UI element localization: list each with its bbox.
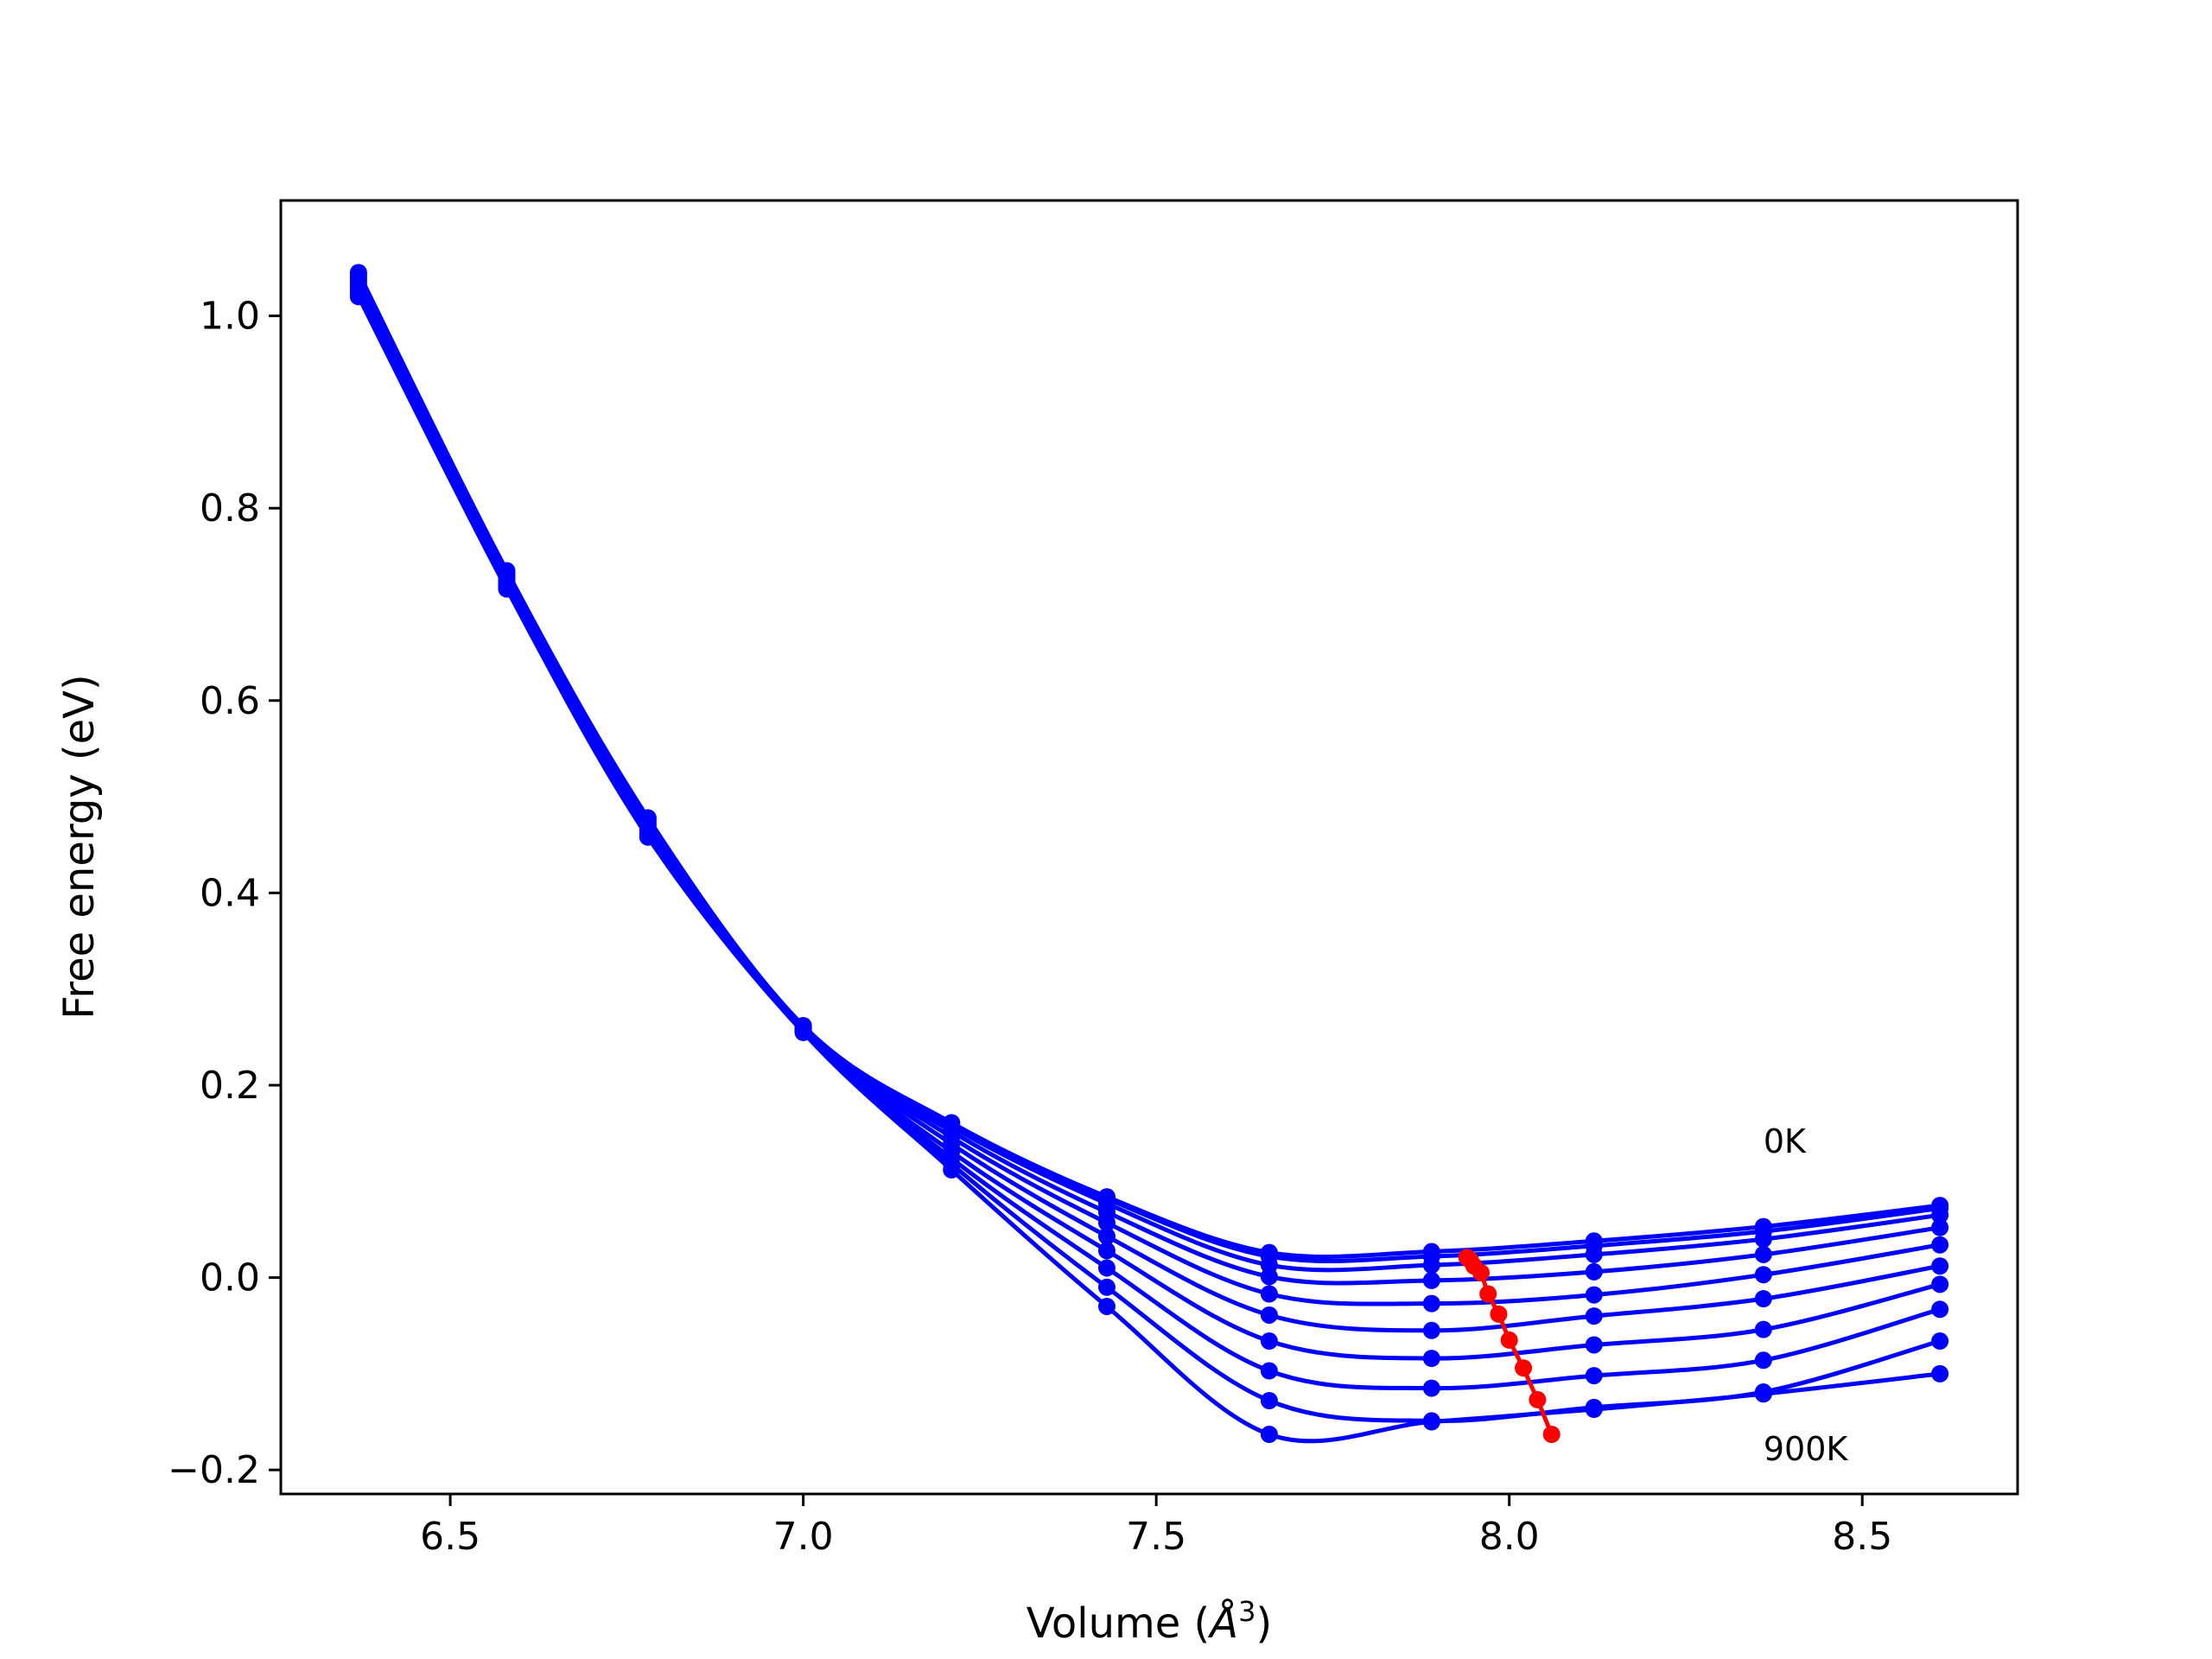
data-point — [1754, 1290, 1772, 1308]
data-point — [1931, 1332, 1949, 1351]
data-point — [943, 1160, 961, 1179]
x-tick-label: 7.5 — [1126, 1515, 1186, 1559]
data-point — [1097, 1227, 1116, 1245]
temperature-annotations: 0K 900K — [1764, 1122, 1849, 1468]
data-point — [1931, 1364, 1949, 1382]
y-axis-label: Free energy (eV) — [55, 674, 104, 1019]
plot-frame — [279, 199, 2019, 1496]
y-tick-label: 0.8 — [200, 486, 260, 531]
x-tick-label: 6.5 — [420, 1515, 480, 1559]
data-point — [1931, 1218, 1949, 1236]
data-point — [1097, 1259, 1116, 1277]
minimum-point — [1479, 1285, 1497, 1303]
data-point — [1260, 1285, 1278, 1303]
x-axis-label: Volume (Å3) — [1027, 1595, 1272, 1648]
data-point — [349, 288, 367, 306]
data-point — [1585, 1307, 1603, 1325]
data-point — [639, 828, 657, 846]
data-point — [1931, 1206, 1949, 1224]
data-point — [1585, 1401, 1603, 1419]
data-point — [1754, 1245, 1772, 1263]
x-axis-ticks: 6.5 7.0 7.5 8.0 8.5 — [420, 1494, 1892, 1559]
x-tick-label: 8.0 — [1479, 1515, 1540, 1559]
y-tick-label: −0.2 — [168, 1448, 260, 1492]
data-point — [794, 1023, 812, 1041]
data-point — [1260, 1268, 1278, 1286]
minimum-point — [1515, 1359, 1533, 1377]
data-point — [1754, 1385, 1772, 1403]
data-point — [1422, 1350, 1440, 1368]
data-points — [349, 264, 1949, 1443]
y-tick-label: 0.6 — [200, 679, 260, 723]
data-point — [1585, 1262, 1603, 1281]
data-point — [1585, 1286, 1603, 1304]
data-point — [1097, 1297, 1116, 1315]
minimum-point — [1500, 1331, 1518, 1349]
data-point — [1754, 1266, 1772, 1284]
fitted-curves — [356, 271, 1941, 1444]
minimum-point — [1472, 1264, 1491, 1282]
x-tick-label: 8.5 — [1832, 1515, 1892, 1559]
data-point — [1585, 1367, 1603, 1385]
minimum-point — [1542, 1425, 1560, 1443]
data-point — [498, 580, 516, 598]
x-tick-label: 7.0 — [773, 1515, 834, 1559]
data-point — [1422, 1321, 1440, 1339]
data-point — [1931, 1236, 1949, 1254]
data-point — [1260, 1332, 1278, 1351]
data-point — [1754, 1230, 1772, 1249]
series-curve-9 — [356, 296, 1941, 1444]
y-tick-label: 1.0 — [200, 295, 260, 339]
data-point — [1260, 1306, 1278, 1324]
minimum-point — [1490, 1305, 1508, 1323]
data-point — [1097, 1214, 1116, 1232]
data-point — [1422, 1294, 1440, 1313]
data-point — [1931, 1275, 1949, 1294]
data-point — [1931, 1300, 1949, 1319]
data-point — [1754, 1320, 1772, 1338]
y-tick-label: 0.2 — [200, 1064, 260, 1108]
data-point — [1260, 1425, 1278, 1443]
data-point — [1097, 1242, 1116, 1260]
data-point — [1585, 1336, 1603, 1354]
minimum-point — [1529, 1390, 1547, 1408]
data-point — [1754, 1351, 1772, 1370]
data-point — [1260, 1392, 1278, 1410]
minima-path — [1458, 1249, 1560, 1443]
temperature-label: 0K — [1764, 1122, 1807, 1160]
data-point — [1422, 1413, 1440, 1431]
y-tick-label: 0.0 — [200, 1256, 260, 1300]
data-point — [1422, 1271, 1440, 1289]
data-point — [1422, 1256, 1440, 1274]
y-tick-label: 0.4 — [200, 871, 260, 915]
data-point — [1585, 1245, 1603, 1263]
data-point — [1422, 1379, 1440, 1397]
data-point — [1260, 1362, 1278, 1380]
data-point — [1097, 1278, 1116, 1296]
data-point — [1931, 1257, 1949, 1275]
y-axis-ticks: −0.2 0.0 0.2 0.4 0.6 0.8 1.0 — [168, 295, 281, 1492]
temperature-label: 900K — [1764, 1430, 1849, 1468]
